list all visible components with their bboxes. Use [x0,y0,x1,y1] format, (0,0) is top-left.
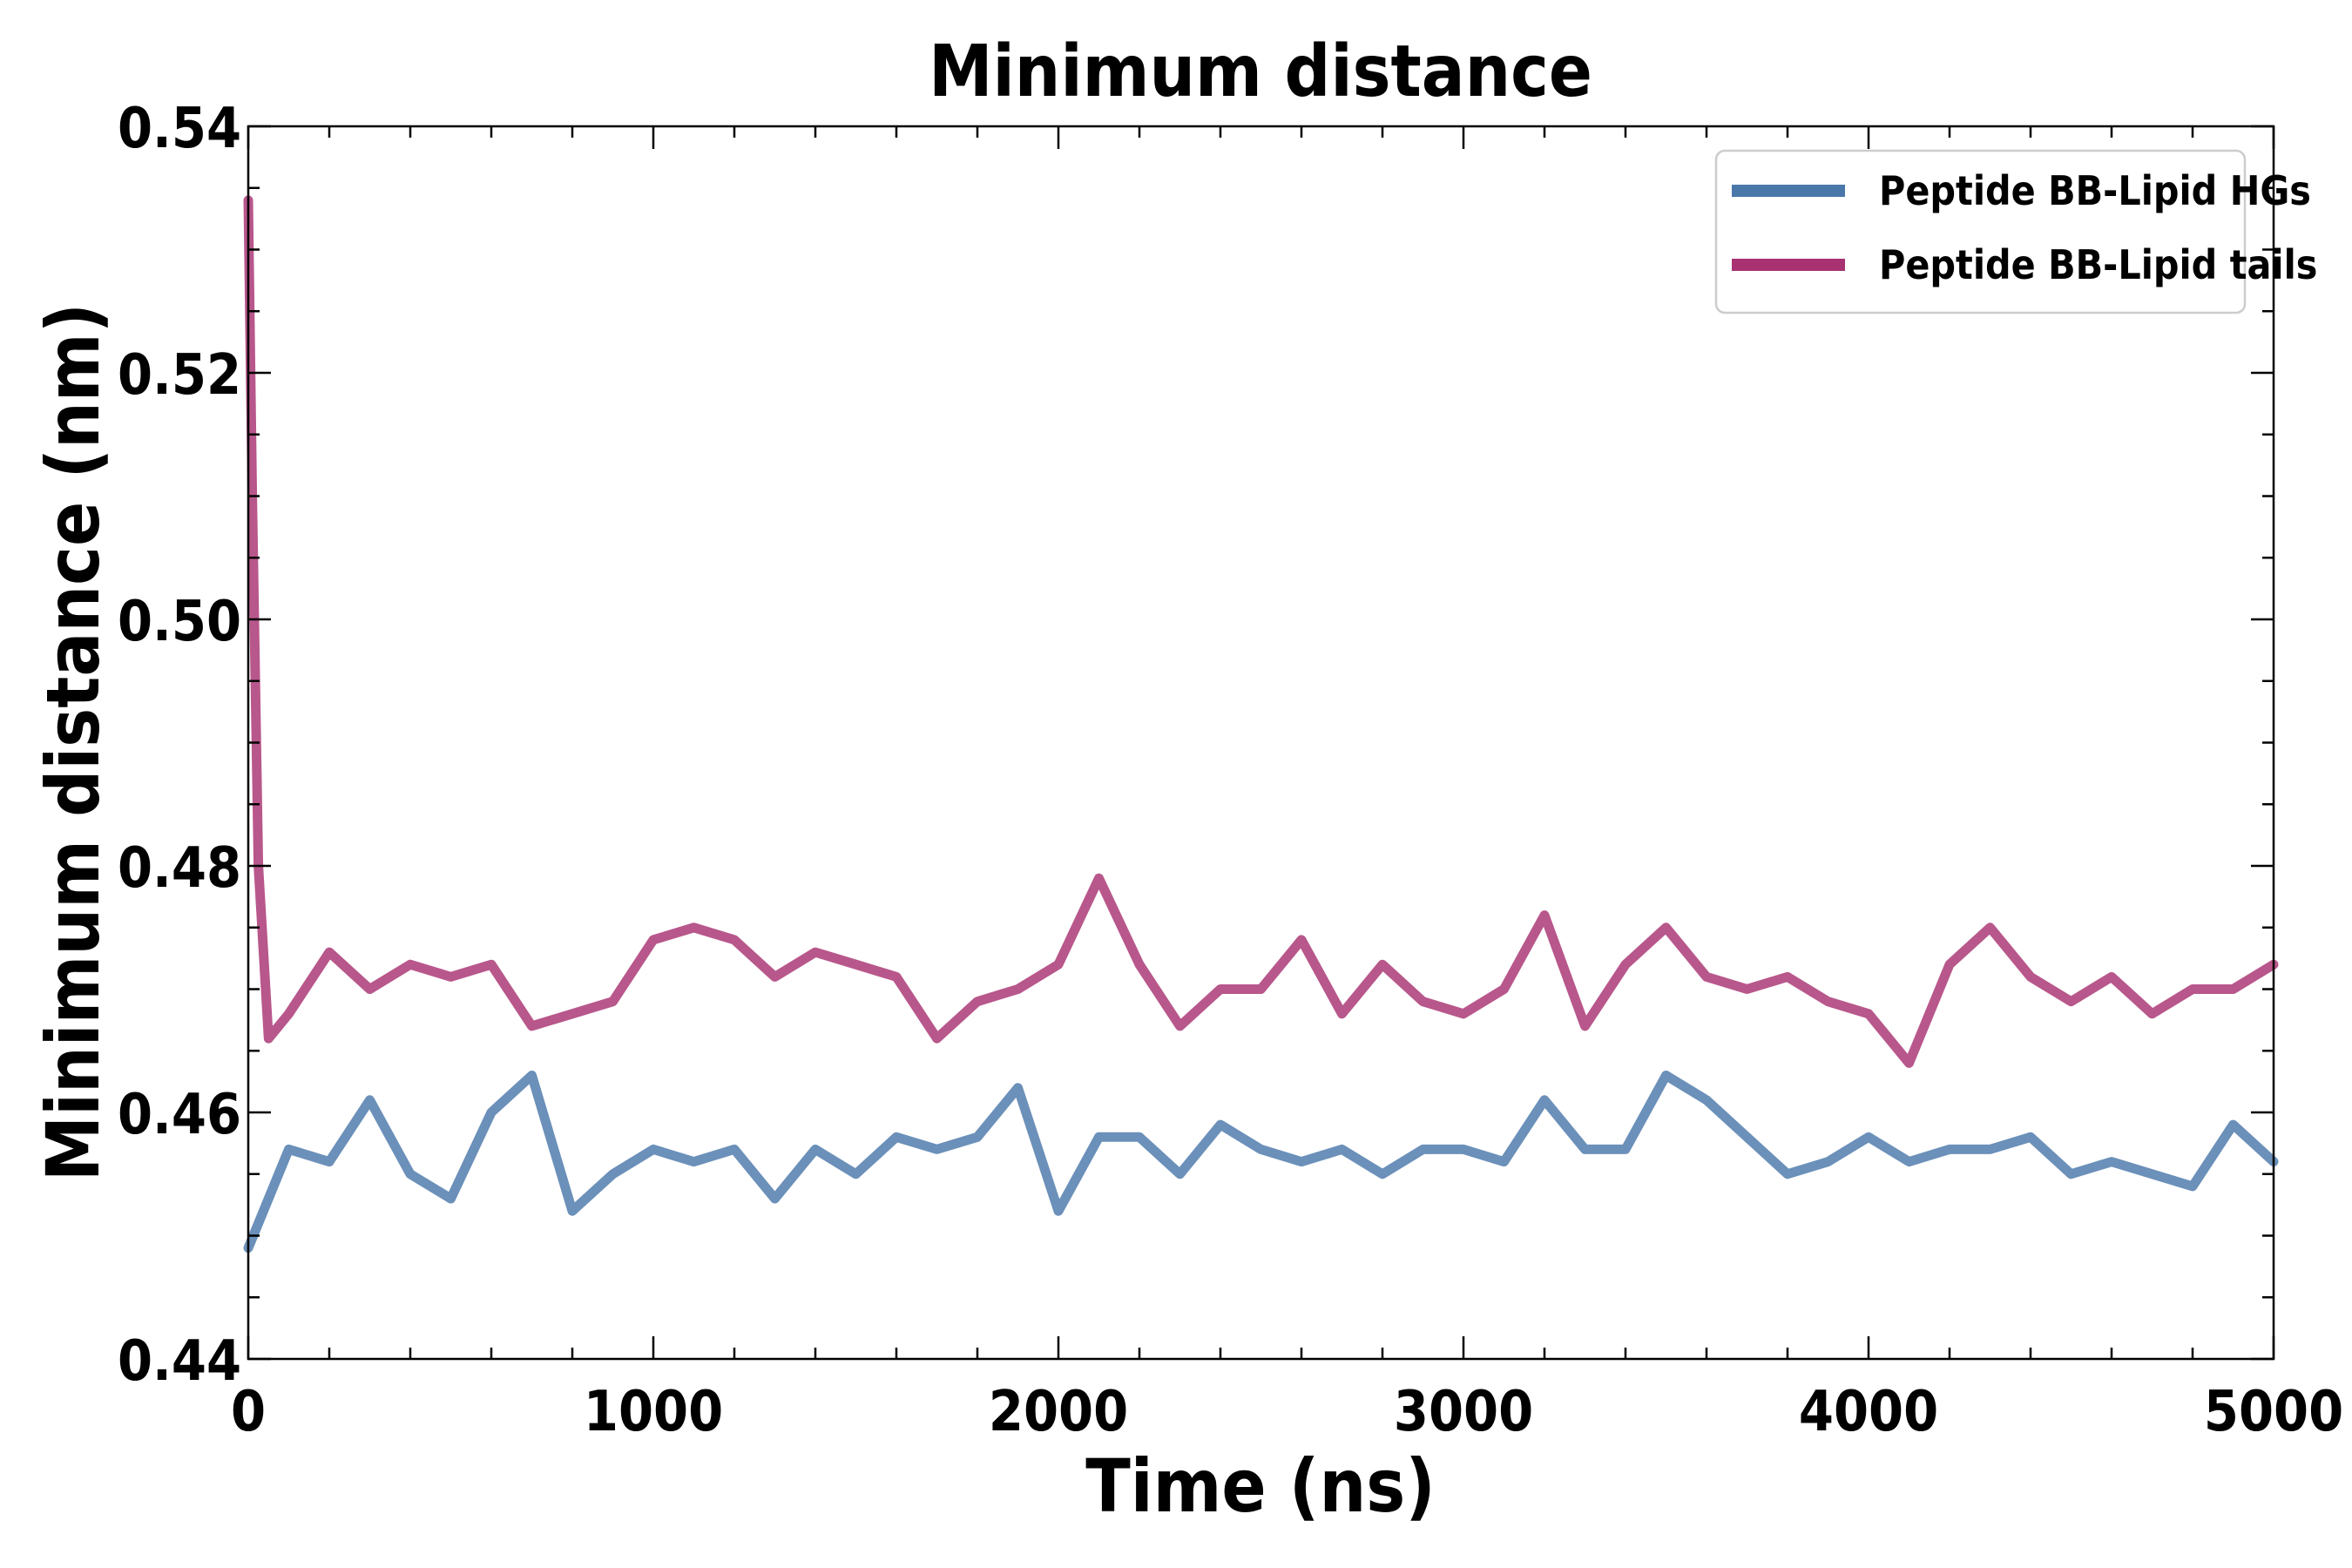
legend-box [1714,149,2247,314]
x-tick-label: 5000 [2204,1380,2343,1444]
legend: Peptide BB-Lipid HGs Peptide BB-Lipid ta… [1714,149,2317,314]
series-layer [243,195,2279,1254]
x-axis-label: Time (ns) [1085,1443,1436,1529]
y-tick-label: 0.46 [118,1083,241,1147]
series-line-lipid-tails [243,195,2279,1068]
x-tick-label: 2000 [989,1380,1128,1444]
y-tick-label: 0.48 [118,836,241,901]
y-tick-label: 0.54 [118,97,241,161]
y-tick-label: 0.50 [118,590,241,654]
legend-label-hgs: Peptide BB-Lipid HGs [1879,167,2311,214]
y-tick-label: 0.44 [118,1329,241,1394]
x-tick-label: 4000 [1799,1380,1938,1444]
legend-label-tails: Peptide BB-Lipid tails [1879,241,2317,288]
y-axis-label: Minimum distance (nm) [30,303,116,1181]
x-tick-label: 1000 [584,1380,723,1444]
ticks-layer [247,125,2275,1361]
x-tick-label: 0 [231,1380,266,1444]
y-tick-label: 0.52 [118,343,241,408]
series-line-lipid-hgs [243,1071,2279,1254]
x-tick-label: 3000 [1394,1380,1533,1444]
tick-labels: 0 1000 2000 3000 4000 5000 0.44 0.46 0.48 0.50 0.5… [118,97,2343,1444]
chart-title: Minimum distance [929,30,1592,113]
